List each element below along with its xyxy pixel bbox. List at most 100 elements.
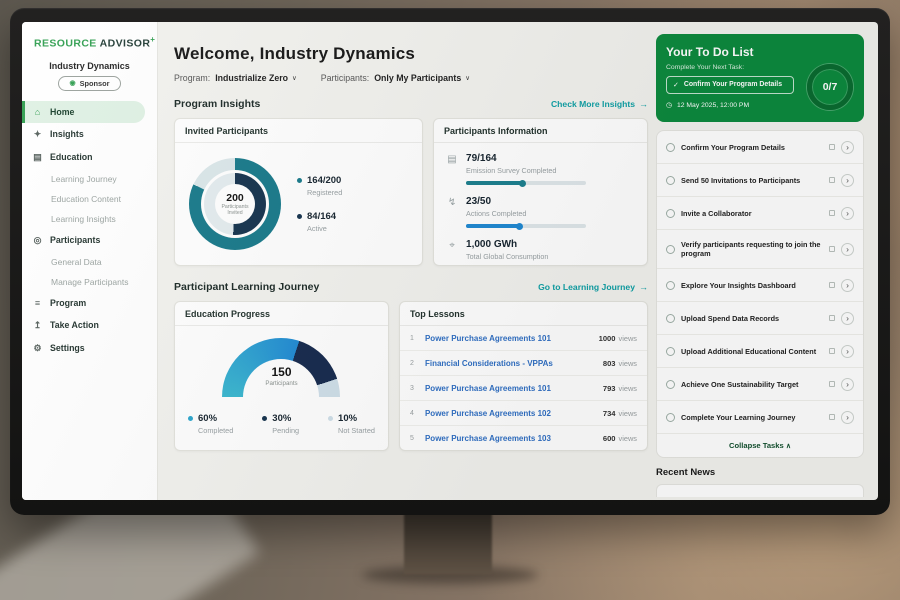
sidebar-item-home[interactable]: ⌂ Home	[22, 100, 145, 123]
chevron-right-icon[interactable]: ›	[841, 278, 854, 292]
active-value: 84/164	[307, 211, 337, 222]
filters-bar: Program: Industrialize Zero ∨ Participan…	[174, 73, 648, 83]
sponsor-label: Sponsor	[79, 78, 110, 88]
next-task-chip[interactable]: ✓ Confirm Your Program Details	[666, 76, 794, 95]
task-detail-icon	[829, 144, 835, 151]
actions-completed-label: Actions Completed	[466, 209, 527, 218]
check-more-insights-link[interactable]: Check More Insights →	[551, 99, 648, 109]
global-consumption-row: ⌖ 1,000 GWh Total Global Consumption	[434, 229, 647, 262]
lesson-link[interactable]: Power Purchase Agreements 101	[424, 333, 551, 343]
chevron-right-icon[interactable]: ›	[841, 206, 854, 220]
participants-filter[interactable]: Participants: Only My Participants ∨	[321, 73, 470, 83]
sidebar-item-label: Insights	[50, 129, 84, 139]
gauge-wrap: 150 Participants	[175, 326, 388, 401]
legend-item-active: 84/164 Active	[297, 211, 342, 233]
sidebar-item-general-data[interactable]: General Data	[51, 256, 102, 267]
task-row[interactable]: Upload Additional Educational Content ›	[657, 335, 863, 369]
actions-completed-value: 23/50	[466, 196, 492, 207]
task-checkbox[interactable]	[666, 346, 675, 356]
chevron-right-icon[interactable]: ›	[841, 344, 854, 358]
task-detail-icon	[829, 246, 835, 253]
sidebar-item-program[interactable]: ≡ Program	[22, 292, 157, 314]
chevron-right-icon[interactable]: ›	[841, 242, 854, 256]
task-row[interactable]: Explore Your Insights Dashboard ›	[657, 269, 863, 303]
education-progress-card: Education Progress 150 Participants	[174, 301, 389, 451]
sidebar-item-learning-insights[interactable]: Learning Insights	[51, 213, 116, 224]
sidebar: RESOURCE ADVISOR+ Industry Dynamics ◉ Sp…	[22, 22, 158, 500]
sidebar-item-settings[interactable]: ⚙ Settings	[22, 337, 157, 360]
task-row[interactable]: Complete Your Learning Journey ›	[657, 401, 863, 435]
task-row[interactable]: Invite a Collaborator ›	[657, 197, 863, 231]
task-row[interactable]: Send 50 Invitations to Participants ›	[657, 164, 863, 198]
task-detail-icon	[829, 414, 835, 421]
registered-label: Registered	[307, 188, 343, 197]
chevron-right-icon[interactable]: ›	[841, 311, 854, 325]
go-to-learning-journey-link[interactable]: Go to Learning Journey →	[538, 282, 648, 292]
task-checkbox[interactable]	[666, 379, 675, 389]
learning-journey-title: Participant Learning Journey	[174, 281, 320, 293]
lesson-link[interactable]: Power Purchase Agreements 102	[424, 408, 551, 418]
tasks-list-card: Confirm Your Program Details › Send 50 I…	[656, 130, 864, 459]
lesson-row[interactable]: 2 Financial Considerations - VPPAs 803 vi…	[399, 351, 647, 376]
active-label: Active	[307, 224, 327, 233]
invited-total-label: Participants Invited	[221, 203, 249, 216]
card-title: Education Progress	[175, 302, 388, 326]
task-checkbox[interactable]	[666, 313, 675, 323]
collapse-tasks-link[interactable]: Collapse Tasks ∧	[657, 434, 863, 457]
task-row[interactable]: Upload Spend Data Records ›	[657, 302, 863, 336]
learning-cards-row: Education Progress 150 Participants	[174, 301, 648, 451]
chevron-right-icon[interactable]: ›	[841, 410, 854, 424]
invited-card-body: 200 Participants Invited 164/200 Registe…	[175, 143, 422, 265]
chevron-right-icon[interactable]: ›	[841, 140, 854, 154]
lesson-row[interactable]: 5 Power Purchase Agreements 103 600 views	[400, 426, 647, 450]
sidebar-item-learning-journey[interactable]: Learning Journey	[51, 173, 117, 184]
lesson-row[interactable]: 3 Power Purchase Agreements 101 793 views	[399, 376, 647, 401]
pending-value: 30%	[272, 413, 292, 424]
task-checkbox[interactable]	[666, 175, 675, 185]
task-checkbox[interactable]	[666, 412, 675, 422]
actions-progress-fill	[466, 222, 524, 230]
sidebar-item-insights[interactable]: ✦ Insights	[22, 123, 157, 146]
task-row[interactable]: Confirm Your Program Details ›	[657, 131, 863, 165]
lesson-link[interactable]: Power Purchase Agreements 103	[424, 433, 551, 443]
todo-title: Your To Do List	[666, 45, 754, 59]
sidebar-item-manage-participants[interactable]: Manage Participants	[51, 276, 129, 287]
sponsor-badge[interactable]: ◉ Sponsor	[58, 75, 121, 91]
org-name: Industry Dynamics	[49, 60, 130, 71]
card-title: Invited Participants	[175, 119, 423, 143]
education-total-label: Participants	[265, 380, 298, 387]
sidebar-item-education-content[interactable]: Education Content	[51, 193, 121, 204]
sidebar-item-education[interactable]: ▤ Education	[22, 146, 157, 169]
todo-progress-ring: 0/7	[807, 64, 853, 110]
lesson-link[interactable]: Power Purchase Agreements 101	[424, 383, 551, 393]
task-label: Confirm Your Program Details	[681, 142, 785, 152]
program-filter[interactable]: Program: Industrialize Zero ∨	[174, 73, 297, 83]
page-title: Welcome, Industry Dynamics	[174, 44, 416, 63]
task-checkbox[interactable]	[666, 142, 675, 152]
main-content: Welcome, Industry Dynamics Program: Indu…	[158, 22, 656, 500]
task-checkbox[interactable]	[666, 280, 675, 290]
lesson-rank: 3	[409, 384, 414, 392]
chevron-right-icon[interactable]: ›	[841, 173, 854, 187]
chevron-down-icon: ∨	[465, 75, 470, 82]
lesson-row[interactable]: 1 Power Purchase Agreements 101 1000 view…	[399, 326, 647, 351]
task-checkbox[interactable]	[666, 244, 675, 254]
task-row[interactable]: Achieve One Sustainability Target ›	[657, 368, 863, 402]
sidebar-item-participants[interactable]: ◎ Participants	[22, 229, 157, 252]
lesson-row[interactable]: 4 Power Purchase Agreements 102 734 views	[399, 401, 647, 426]
task-checkbox[interactable]	[666, 208, 675, 218]
chevron-up-icon: ∧	[785, 443, 791, 451]
emission-survey-value: 79/164	[466, 153, 497, 164]
recent-news-title: Recent News	[656, 467, 716, 479]
monitor-stand	[404, 510, 492, 574]
task-label: Achieve One Sustainability Target	[681, 379, 799, 389]
lesson-views: 1000 views	[598, 333, 637, 343]
lesson-link[interactable]: Financial Considerations - VPPAs	[424, 358, 553, 368]
task-label: Explore Your Insights Dashboard	[681, 280, 796, 290]
lesson-views: 734 views	[602, 408, 637, 418]
sidebar-item-take-action[interactable]: ↥ Take Action	[22, 314, 157, 337]
chevron-right-icon[interactable]: ›	[841, 377, 854, 391]
todo-summary-card: Your To Do List Complete Your Next Task:…	[656, 34, 864, 123]
task-row[interactable]: Verify participants requesting to join t…	[657, 230, 863, 270]
task-detail-icon	[829, 348, 835, 355]
